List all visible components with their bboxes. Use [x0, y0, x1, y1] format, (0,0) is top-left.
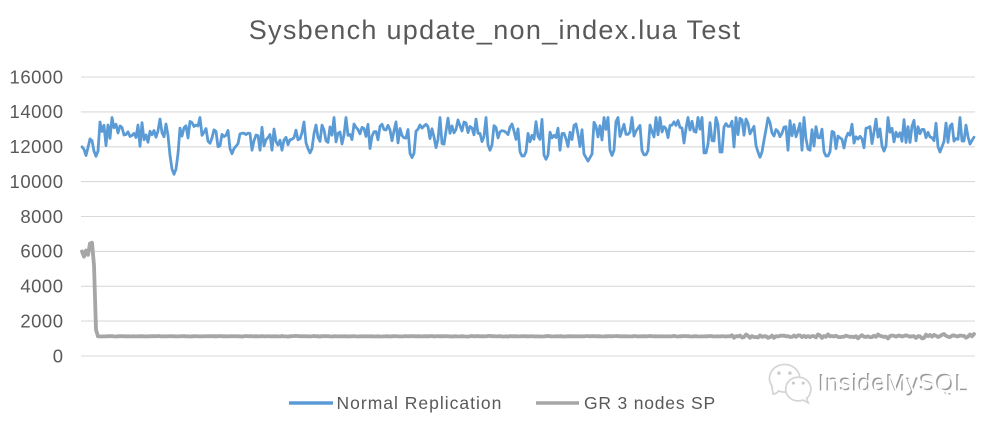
svg-text:Sysbench update_non_index.lua: Sysbench update_non_index.lua Test	[249, 15, 742, 45]
svg-text:14000: 14000	[10, 101, 64, 122]
svg-text:0: 0	[53, 345, 64, 366]
svg-text:6000: 6000	[20, 241, 63, 262]
svg-text:8000: 8000	[20, 206, 63, 227]
svg-text:Normal Replication: Normal Replication	[337, 393, 503, 413]
svg-text:12000: 12000	[10, 136, 64, 157]
svg-text:4000: 4000	[20, 276, 63, 297]
svg-text:16000: 16000	[10, 66, 64, 87]
svg-text:2000: 2000	[20, 310, 63, 331]
svg-text:GR 3 nodes SP: GR 3 nodes SP	[584, 393, 716, 413]
svg-text:InsideMySQL: InsideMySQL	[819, 371, 970, 398]
svg-text:10000: 10000	[10, 171, 64, 192]
